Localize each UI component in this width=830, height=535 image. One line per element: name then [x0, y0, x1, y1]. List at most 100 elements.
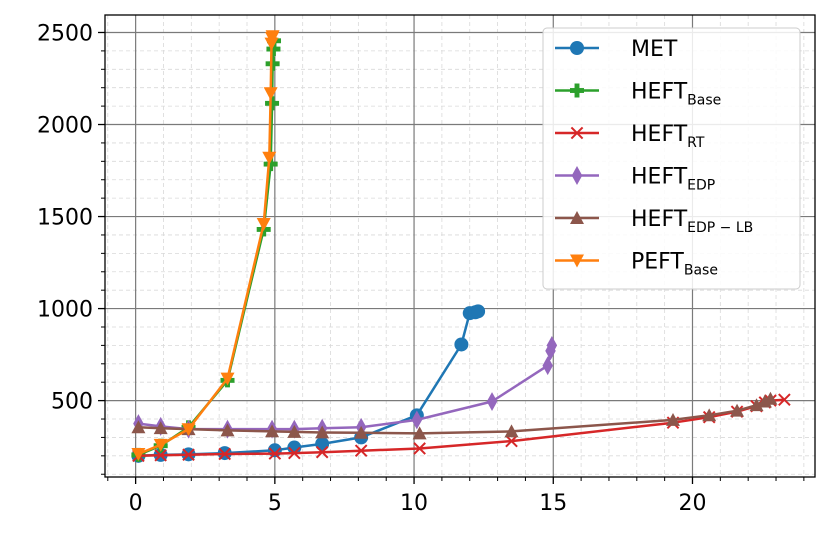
- data-point: [288, 446, 301, 460]
- x-tick-label: 15: [539, 491, 567, 516]
- legend-label: PEFTBase: [631, 250, 718, 279]
- data-point: [263, 87, 278, 101]
- legend-box: [542, 27, 801, 290]
- data-point: [315, 425, 330, 439]
- legend-label-sub: EDP: [687, 178, 715, 194]
- legend-label-sub: Base: [687, 93, 721, 109]
- x-marker-stroke-b: [268, 447, 282, 460]
- data-point: [220, 423, 235, 437]
- legend-label: HEFTEDP: [631, 165, 715, 194]
- data-point: [181, 423, 196, 437]
- y-tick-label: 2500: [37, 21, 93, 46]
- series-4: [131, 391, 778, 440]
- data-point: [413, 442, 426, 455]
- y-tick-label: 500: [51, 390, 93, 415]
- data-point: [262, 151, 277, 165]
- plus-marker-bar-v: [574, 83, 580, 98]
- data-point: [265, 96, 280, 111]
- data-point: [505, 434, 518, 448]
- legend-label-sub: RT: [687, 135, 705, 151]
- legend-label-sub: Base: [684, 263, 718, 279]
- legend-label: HEFTEDP − LB: [631, 207, 753, 236]
- data-point: [265, 56, 280, 71]
- plus-marker-bar-v: [268, 157, 274, 172]
- data-point: [287, 424, 302, 438]
- data-point: [570, 126, 584, 140]
- x-marker-stroke-b: [315, 445, 329, 459]
- data-point: [315, 436, 330, 451]
- data-point: [131, 420, 146, 434]
- data-point: [570, 83, 584, 98]
- data-point: [763, 391, 778, 405]
- data-point: [268, 447, 282, 460]
- y-tick-label: 1000: [37, 298, 93, 323]
- x-marker-stroke-b: [154, 448, 167, 462]
- data-point: [411, 410, 423, 430]
- x-marker-stroke-b: [288, 446, 301, 460]
- legend-label-sub: EDP − LB: [687, 220, 753, 236]
- data-point: [265, 424, 280, 438]
- x-tick-label: 5: [268, 491, 282, 516]
- x-tick-label: 0: [129, 491, 143, 516]
- legend-entry: HEFTBase: [555, 80, 721, 109]
- data-point: [730, 403, 745, 417]
- legend-label-main: HEFT: [631, 122, 688, 147]
- legend-label: HEFTRT: [631, 122, 705, 151]
- axis-tick-labels: 0 5 10 15 20 500 1000 1500 2000 2500: [37, 21, 706, 516]
- data-point: [354, 425, 369, 439]
- x-marker-stroke-b: [505, 434, 518, 448]
- data-point: [315, 445, 329, 459]
- data-point: [666, 412, 680, 426]
- data-point: [749, 398, 764, 412]
- data-point: [182, 448, 195, 462]
- series-layer: [131, 30, 791, 463]
- plus-marker-bar-v: [270, 56, 276, 71]
- data-point: [220, 372, 235, 386]
- data-point: [454, 337, 469, 352]
- legend-entry: HEFTRT: [555, 122, 705, 151]
- x-marker-stroke-b: [218, 447, 232, 461]
- y-tick-label: 2000: [37, 114, 93, 139]
- data-point: [153, 421, 168, 435]
- data-point: [154, 448, 167, 462]
- y-tick-label: 1500: [37, 206, 93, 231]
- data-point: [265, 30, 280, 44]
- data-point: [131, 448, 146, 461]
- x-tick-label: 10: [400, 491, 428, 516]
- legend-label-main: PEFT: [631, 250, 684, 275]
- x-marker-stroke-b: [570, 126, 584, 140]
- data-point: [542, 356, 553, 376]
- data-point: [486, 392, 498, 411]
- axis-ticks: [98, 31, 805, 484]
- data-point: [153, 438, 168, 452]
- data-point: [287, 440, 302, 455]
- data-point: [702, 408, 717, 422]
- x-marker-stroke-b: [182, 448, 195, 462]
- data-point: [570, 41, 584, 55]
- legend-label: HEFTBase: [631, 80, 721, 109]
- data-point: [570, 254, 584, 268]
- x-tick-label: 20: [678, 491, 706, 516]
- series-line: [138, 397, 772, 435]
- data-point: [218, 447, 232, 461]
- data-point: [546, 335, 558, 355]
- x-marker-stroke-b: [354, 444, 368, 457]
- legend-entry: HEFTEDP: [555, 165, 715, 194]
- data-point: [412, 426, 427, 440]
- x-marker-stroke-b: [778, 393, 791, 407]
- legend-entry: HEFTEDP − LB: [555, 207, 753, 236]
- data-point: [263, 157, 278, 172]
- legend-label-main: MET: [631, 37, 678, 62]
- legend-label-main: HEFT: [631, 80, 688, 105]
- data-point: [266, 42, 281, 57]
- data-point: [256, 217, 271, 231]
- series-5: [131, 30, 280, 461]
- plus-marker-bar-v: [269, 96, 275, 111]
- data-point: [471, 304, 486, 319]
- data-point: [264, 37, 279, 51]
- plus-marker-bar-v: [271, 42, 276, 57]
- legend-label: MET: [631, 37, 678, 62]
- legend-label-main: HEFT: [631, 207, 688, 232]
